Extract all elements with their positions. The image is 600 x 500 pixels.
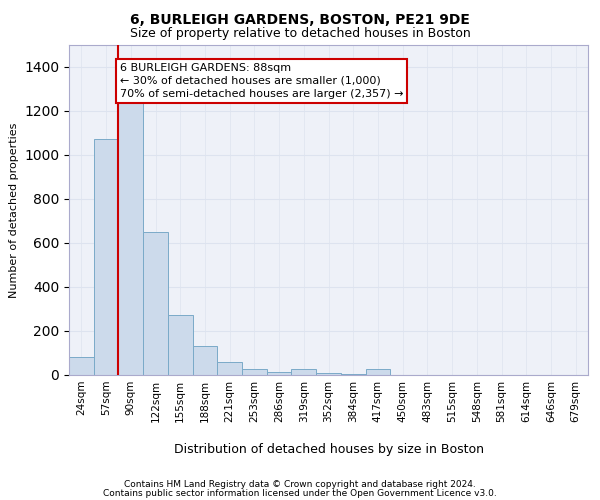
Bar xyxy=(168,314,193,375)
Bar xyxy=(242,369,267,375)
Bar xyxy=(365,369,390,375)
Y-axis label: Number of detached properties: Number of detached properties xyxy=(8,122,19,298)
Bar xyxy=(267,372,292,375)
Text: 6 BURLEIGH GARDENS: 88sqm
← 30% of detached houses are smaller (1,000)
70% of se: 6 BURLEIGH GARDENS: 88sqm ← 30% of detac… xyxy=(119,62,403,99)
Bar xyxy=(69,358,94,375)
Text: Contains public sector information licensed under the Open Government Licence v3: Contains public sector information licen… xyxy=(103,488,497,498)
Bar xyxy=(193,346,217,375)
Text: Distribution of detached houses by size in Boston: Distribution of detached houses by size … xyxy=(174,442,484,456)
Bar xyxy=(316,373,341,375)
Bar xyxy=(143,232,168,375)
Bar xyxy=(292,369,316,375)
Text: Size of property relative to detached houses in Boston: Size of property relative to detached ho… xyxy=(130,28,470,40)
Bar xyxy=(341,374,365,375)
Text: Contains HM Land Registry data © Crown copyright and database right 2024.: Contains HM Land Registry data © Crown c… xyxy=(124,480,476,489)
Text: 6, BURLEIGH GARDENS, BOSTON, PE21 9DE: 6, BURLEIGH GARDENS, BOSTON, PE21 9DE xyxy=(130,12,470,26)
Bar xyxy=(217,362,242,375)
Bar xyxy=(118,78,143,375)
Bar xyxy=(94,138,118,375)
